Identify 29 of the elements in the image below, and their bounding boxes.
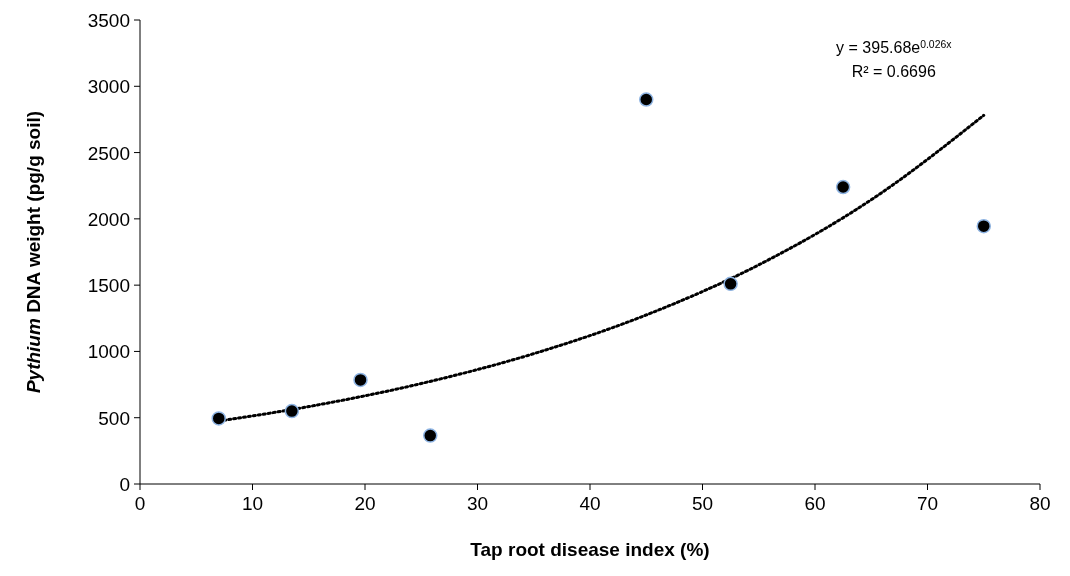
point bbox=[639, 92, 654, 107]
x-tick-label: 10 bbox=[241, 493, 264, 514]
point bbox=[976, 218, 991, 234]
x-tick-label: 60 bbox=[804, 493, 826, 514]
y-tick-label: 3000 bbox=[87, 76, 130, 98]
x-tick-label: 0 bbox=[134, 493, 146, 514]
point bbox=[835, 179, 851, 195]
x-axis-title: Tap root disease index (%) bbox=[470, 539, 710, 560]
annotation: y = 395.68e$^{0.026x}$ bbox=[836, 38, 953, 57]
y-tick-label: 0 bbox=[119, 474, 130, 495]
y-tick-label: 1500 bbox=[87, 275, 130, 297]
point bbox=[353, 372, 368, 388]
x-tick-label: 50 bbox=[691, 493, 714, 514]
point bbox=[423, 428, 438, 443]
point bbox=[284, 403, 300, 419]
y-axis-title: Pythium DNA weight (pg/g soil) bbox=[23, 110, 44, 394]
y-tick-label: 2000 bbox=[87, 208, 130, 230]
y-tick-label: 3500 bbox=[87, 10, 130, 31]
y-tick-label: 2500 bbox=[87, 142, 130, 164]
point bbox=[723, 276, 738, 292]
y-tick-label: 500 bbox=[98, 407, 130, 429]
y-tick-label: 1000 bbox=[87, 341, 130, 363]
x-tick-label: 30 bbox=[466, 493, 489, 514]
x-tick-label: 40 bbox=[579, 493, 601, 514]
x-tick-label: 20 bbox=[354, 493, 376, 514]
x-tick-label: 80 bbox=[1029, 493, 1051, 514]
x-tick-label: 70 bbox=[916, 493, 939, 514]
annotation: R² = 0.6696 bbox=[851, 63, 936, 81]
point bbox=[211, 411, 226, 426]
